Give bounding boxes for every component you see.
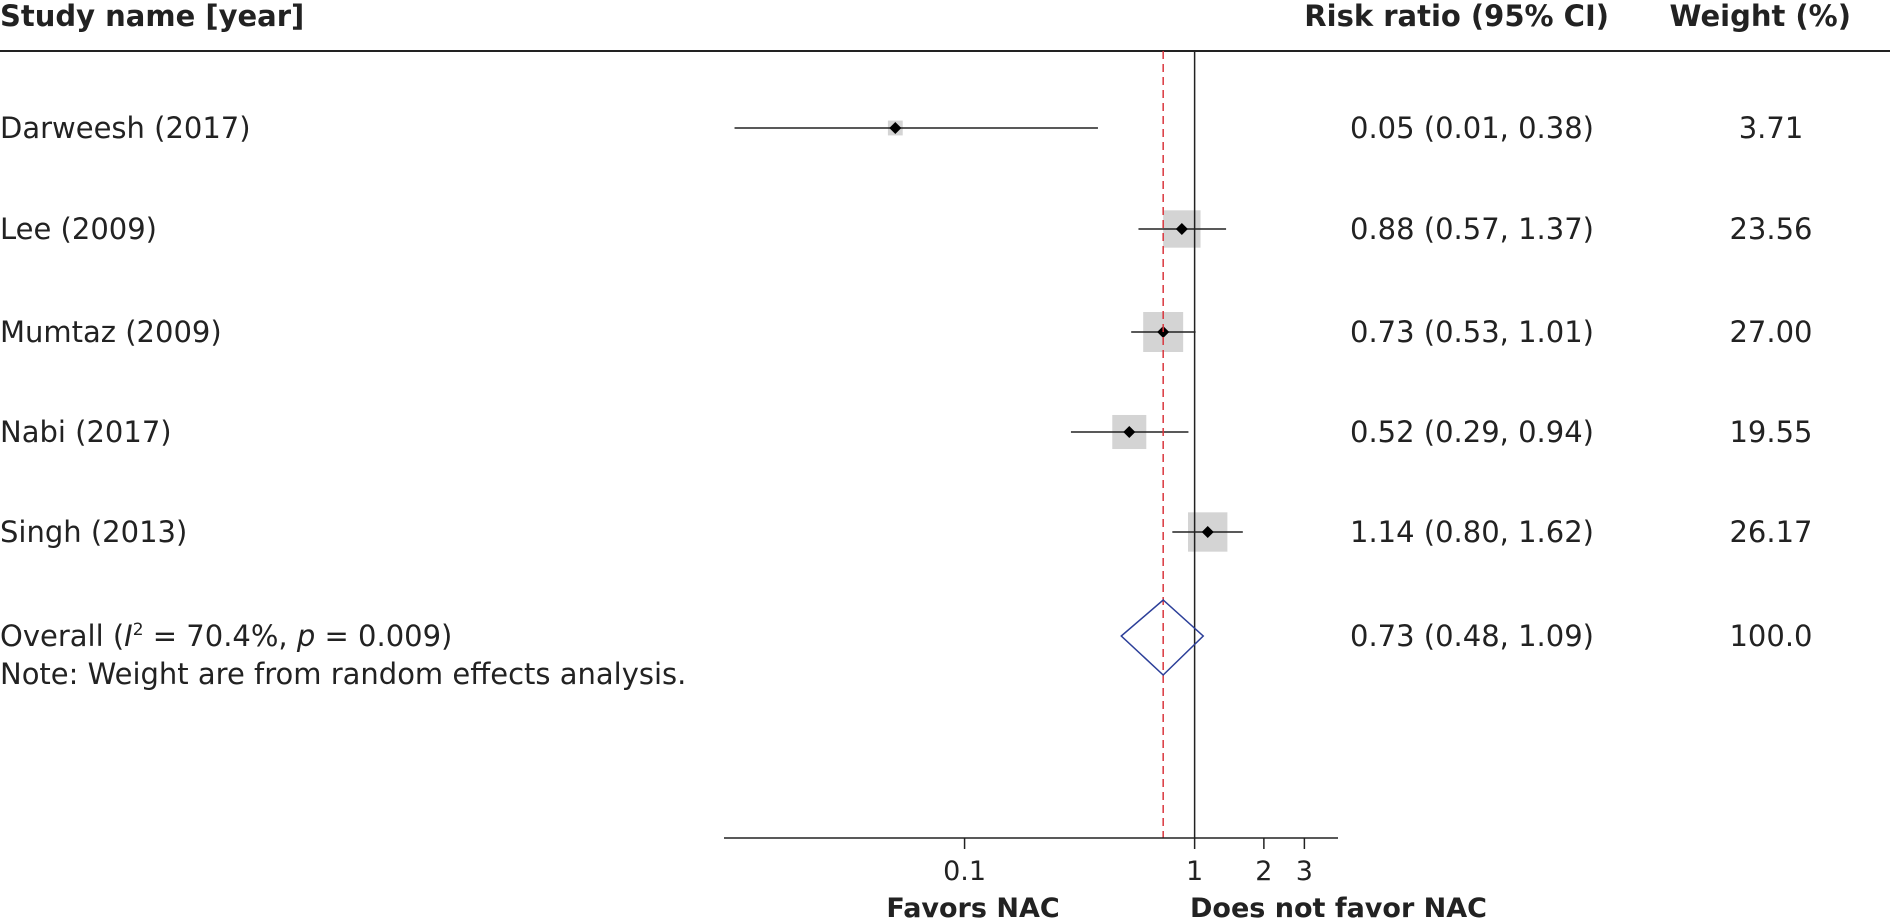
study-row: Mumtaz (2009) 0.73 (0.53, 1.01) 27.00	[0, 312, 1813, 352]
header-study-name: Study name [year]	[0, 0, 304, 33]
study-weight: 27.00	[1729, 315, 1812, 349]
favors-nac-label: Favors NAC	[886, 893, 1059, 918]
study-ci: 1.14 (0.80, 1.62)	[1350, 515, 1594, 549]
overall-label: Overall (I2 = 70.4%, p = 0.009)	[0, 619, 452, 653]
study-weight: 23.56	[1729, 212, 1812, 246]
x-tick-label: 2	[1255, 856, 1272, 887]
point-estimate	[889, 122, 902, 134]
weights-note: Note: Weight are from random effects ana…	[0, 657, 686, 691]
point-estimate	[1201, 526, 1214, 538]
study-ci: 0.52 (0.29, 0.94)	[1350, 415, 1594, 449]
study-weight: 3.71	[1739, 111, 1804, 145]
overall-ci: 0.73 (0.48, 1.09)	[1350, 619, 1594, 653]
study-name: Singh (2013)	[0, 515, 187, 549]
header-risk-ratio: Risk ratio (95% CI)	[1304, 0, 1609, 33]
study-ci: 0.05 (0.01, 0.38)	[1350, 111, 1594, 145]
header-weight: Weight (%)	[1670, 0, 1852, 33]
study-name: Lee (2009)	[0, 212, 157, 246]
does-not-favor-nac-label: Does not favor NAC	[1190, 893, 1487, 918]
point-estimate	[1175, 223, 1188, 235]
study-name: Darweesh (2017)	[0, 111, 251, 145]
x-tick-label: 1	[1186, 856, 1203, 887]
study-ci: 0.88 (0.57, 1.37)	[1350, 212, 1594, 246]
study-weight: 19.55	[1729, 415, 1812, 449]
overall-diamond	[1120, 599, 1205, 677]
point-estimate	[1123, 426, 1136, 438]
study-row: Lee (2009) 0.88 (0.57, 1.37) 23.56	[0, 210, 1813, 248]
study-weight: 26.17	[1729, 515, 1812, 549]
study-name: Mumtaz (2009)	[0, 315, 222, 349]
point-estimate	[1157, 326, 1170, 338]
study-row: Singh (2013) 1.14 (0.80, 1.62) 26.17	[0, 512, 1813, 552]
x-tick-label: 3	[1296, 856, 1313, 887]
study-name: Nabi (2017)	[0, 415, 172, 449]
study-row: Darweesh (2017) 0.05 (0.01, 0.38) 3.71	[0, 111, 1803, 145]
study-ci: 0.73 (0.53, 1.01)	[1350, 315, 1594, 349]
overall-weight: 100.0	[1729, 619, 1812, 653]
x-tick-label: 0.1	[943, 856, 986, 887]
study-row: Nabi (2017) 0.52 (0.29, 0.94) 19.55	[0, 414, 1813, 450]
